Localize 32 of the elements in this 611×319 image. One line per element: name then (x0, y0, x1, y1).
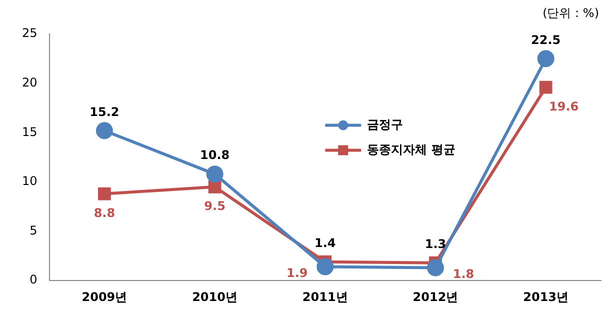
data-label: 9.5 (204, 199, 226, 214)
data-label: 1.9 (286, 266, 308, 280)
data-label: 10.8 (200, 148, 230, 162)
y-tick-label: 10 (22, 174, 38, 188)
data-label: 22.5 (531, 32, 561, 47)
point (316, 258, 334, 276)
point (208, 180, 222, 194)
data-label: 1.4 (314, 236, 336, 250)
point (96, 122, 113, 140)
y-tick-label: 20 (22, 75, 38, 90)
x-tick-label: 2009년 (82, 290, 128, 304)
y-tick-label: 0 (30, 272, 38, 287)
point (537, 50, 554, 68)
data-label: 1.3 (424, 236, 446, 251)
data-label: 1.8 (452, 266, 474, 281)
data-label: 15.2 (90, 104, 120, 119)
point (539, 80, 552, 94)
y-tick-label: 15 (22, 124, 38, 139)
x-tick-label: 2012년 (412, 290, 458, 304)
point (206, 166, 224, 183)
x-tick-label: 2011년 (302, 290, 348, 304)
data-label: 19.6 (549, 99, 579, 114)
y-tick-label: 25 (22, 26, 38, 40)
data-label: 8.8 (94, 206, 116, 220)
legend-label: 금정구 (367, 117, 404, 132)
legend-label: 동종지자체 평균 (367, 142, 456, 156)
text: (단위 : %) (542, 6, 599, 20)
point (426, 259, 444, 276)
x-tick-label: 2010년 (192, 290, 238, 304)
point (98, 187, 111, 200)
x-tick-label: 2013년 (523, 290, 569, 304)
y-tick-label: 5 (30, 223, 38, 238)
